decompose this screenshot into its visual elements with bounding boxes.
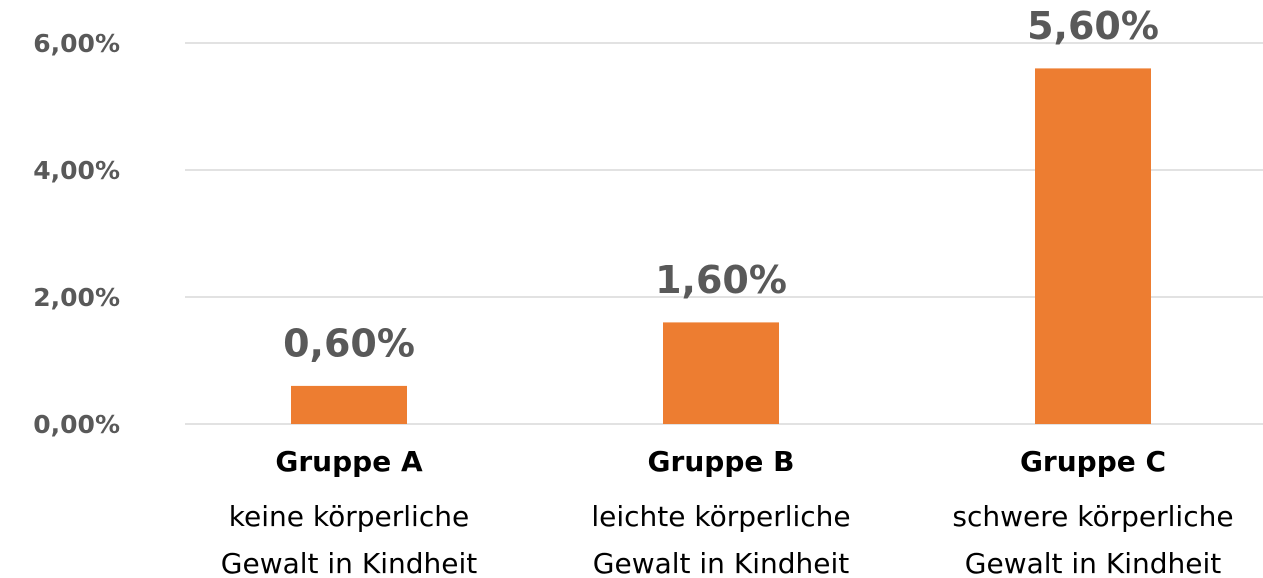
x-tick-label: Gruppe C (1020, 445, 1166, 478)
y-tick-label: 2,00% (33, 283, 120, 312)
value-label: 5,60% (1027, 4, 1159, 48)
bar (1035, 68, 1151, 425)
category-description: Gewalt in Kindheit (593, 547, 849, 578)
x-tick-label: Gruppe B (648, 445, 795, 478)
bar (291, 385, 407, 424)
value-label: 1,60% (655, 258, 787, 302)
value-label: 0,60% (283, 321, 415, 365)
y-tick-label: 6,00% (33, 29, 120, 58)
category-description: Gewalt in Kindheit (965, 547, 1221, 578)
bar (663, 322, 779, 424)
x-tick-label: Gruppe A (275, 445, 423, 478)
y-tick-label: 4,00% (33, 156, 120, 185)
y-tick-label: 0,00% (33, 410, 120, 439)
category-description: keine körperliche (229, 500, 469, 533)
category-description: Gewalt in Kindheit (221, 547, 477, 578)
category-description: leichte körperliche (591, 500, 850, 533)
category-description: schwere körperliche (952, 500, 1233, 533)
